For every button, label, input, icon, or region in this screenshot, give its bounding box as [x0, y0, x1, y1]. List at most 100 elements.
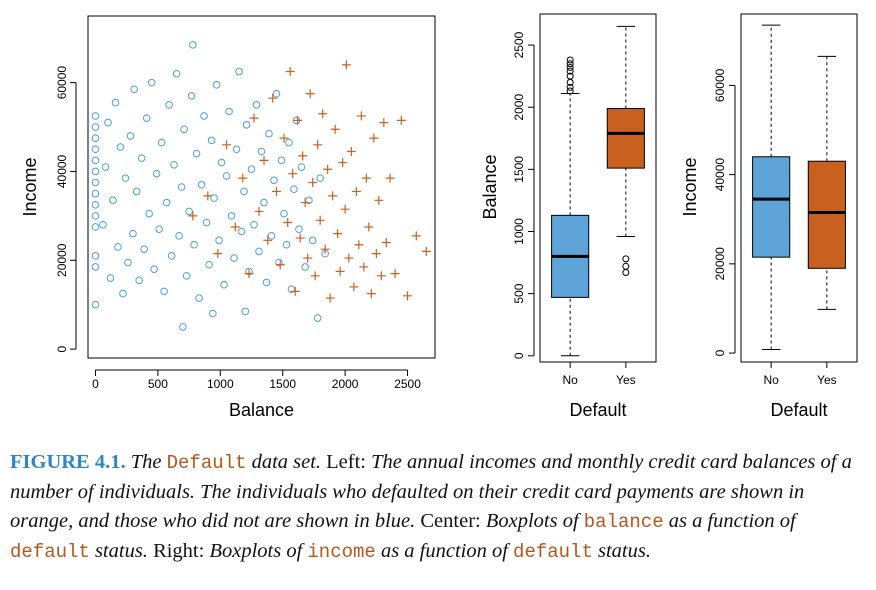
scatter-point-no-default — [137, 154, 146, 162]
scatter-point-default — [318, 109, 328, 119]
scatter-point-default — [293, 115, 303, 125]
caption-code: default — [513, 541, 593, 563]
y-tick-label: 60000 — [713, 68, 727, 102]
caption-text: status. — [598, 540, 651, 562]
x-tick-label: Yes — [616, 373, 636, 387]
x-tick-label: 1000 — [207, 377, 234, 391]
scatter-point-no-default — [262, 278, 271, 287]
scatter-point-no-default — [232, 145, 241, 154]
caption-code: income — [307, 541, 376, 563]
caption-code: balance — [583, 511, 664, 533]
scatter-point-no-default — [202, 218, 211, 227]
scatter-point-default — [349, 282, 359, 292]
scatter-point-default — [188, 211, 198, 221]
scatter-point-no-default — [111, 98, 120, 107]
y-tick-label: 20000 — [713, 247, 727, 281]
scatter-point-default — [341, 60, 351, 70]
scatter-point-default — [323, 164, 333, 174]
scatter-point-no-default — [104, 118, 112, 127]
scatter-point-no-default — [272, 89, 281, 98]
scatter-point-no-default — [195, 294, 203, 302]
y-axis-label: Income — [20, 157, 40, 216]
scatter-point-default — [381, 238, 391, 248]
scatter-point-no-default — [237, 227, 246, 236]
scatter-point-no-default — [140, 245, 148, 253]
scatter-point-no-default — [190, 240, 198, 249]
box-outlier — [566, 87, 574, 95]
scatter-point-default — [335, 266, 345, 276]
balance-boxplot: No Yes 0 500 1000 1500 2000 2500 Default Balance — [480, 13, 657, 420]
y-tick-label: 1500 — [512, 156, 526, 183]
scatter-point-no-default — [252, 101, 261, 109]
scatter-point-no-default — [91, 178, 100, 187]
scatter-point-default — [374, 195, 384, 205]
scatter-point-no-default — [182, 272, 191, 280]
y-axis-label: Income — [680, 157, 700, 216]
scatter-point-no-default — [225, 107, 233, 116]
scatter-point-default — [376, 271, 386, 281]
scatter-point-no-default — [130, 85, 138, 94]
x-tick-label: 1500 — [269, 377, 296, 391]
scatter-point-default — [308, 178, 318, 188]
scatter-point-no-default — [247, 165, 256, 174]
scatter-point-no-default — [282, 240, 291, 249]
scatter-point-no-default — [235, 67, 243, 76]
x-tick-label: No — [562, 373, 578, 387]
scatter-point-no-default — [91, 112, 100, 120]
scatter-point-default — [330, 124, 340, 134]
scatter-point-no-default — [124, 258, 132, 267]
scatter-point-default — [325, 293, 335, 303]
scatter-point-no-default — [316, 174, 324, 182]
scatter-point-default — [244, 269, 254, 279]
scatter-point-no-default — [91, 223, 100, 231]
scatter-point-no-default — [179, 323, 187, 331]
scatter-point-no-default — [109, 196, 117, 205]
caption-code: default — [10, 541, 90, 563]
x-tick-label: 2500 — [394, 377, 421, 391]
scatter-point-no-default — [212, 81, 221, 89]
y-axis-label: Balance — [480, 154, 500, 219]
scatter-point-no-default — [265, 129, 273, 138]
caption-text: status. — [94, 540, 148, 562]
caption-text: Left: — [326, 451, 366, 473]
y-tick-label: 60000 — [55, 66, 69, 100]
scatter-point-no-default — [91, 252, 100, 260]
scatter-point-no-default — [277, 156, 286, 165]
scatter-point-no-default — [172, 69, 181, 78]
caption-text: The — [130, 451, 162, 473]
scatter-point-no-default — [129, 229, 137, 238]
scatter-point-no-default — [116, 143, 125, 151]
scatter-point-no-default — [220, 280, 228, 289]
caption-text: Boxplots of — [209, 540, 303, 562]
scatter-point-default — [369, 133, 379, 143]
scatter-point-default — [203, 191, 213, 201]
box-outlier — [566, 72, 574, 80]
figure-caption: FIGURE 4.1. The Default data set. Left: … — [10, 448, 872, 567]
scatter-point-no-default — [267, 232, 276, 240]
scatter-point-no-default — [257, 147, 266, 156]
scatter-point-no-default — [126, 132, 135, 140]
box-outlier — [566, 67, 574, 75]
figure-4-1: 0 500 1000 1500 2000 25000200004000060000Bala… — [20, 13, 858, 420]
scatter-point-no-default — [200, 112, 208, 120]
caption-text: as a function of — [380, 540, 508, 562]
box-outlier — [622, 269, 630, 277]
income-boxplot: No Yes 0 20000 40000 60000 Default Income — [680, 13, 858, 420]
scatter-point-no-default — [170, 160, 178, 169]
scatter-point-no-default — [121, 174, 130, 182]
scatter-point-no-default — [91, 300, 100, 309]
scatter-point-default — [333, 229, 343, 239]
scatter-point-default — [310, 271, 320, 281]
scatter-point-no-default — [185, 207, 193, 216]
scatter-point-default — [396, 115, 406, 125]
scatter-point-default — [351, 186, 361, 196]
scatter-point-default — [275, 260, 285, 270]
scatter-point-no-default — [210, 194, 218, 202]
scatter-plot: 0 500 1000 1500 2000 2500 0 20000 40000 60000 Bala… — [20, 15, 436, 420]
scatter-point-no-default — [147, 78, 156, 87]
scatter-point-no-default — [152, 169, 161, 178]
scatter-point-no-default — [207, 136, 216, 145]
scatter-point-no-default — [91, 200, 100, 209]
scatter-point-no-default — [270, 176, 278, 185]
y-tick-label: 2000 — [512, 94, 526, 121]
